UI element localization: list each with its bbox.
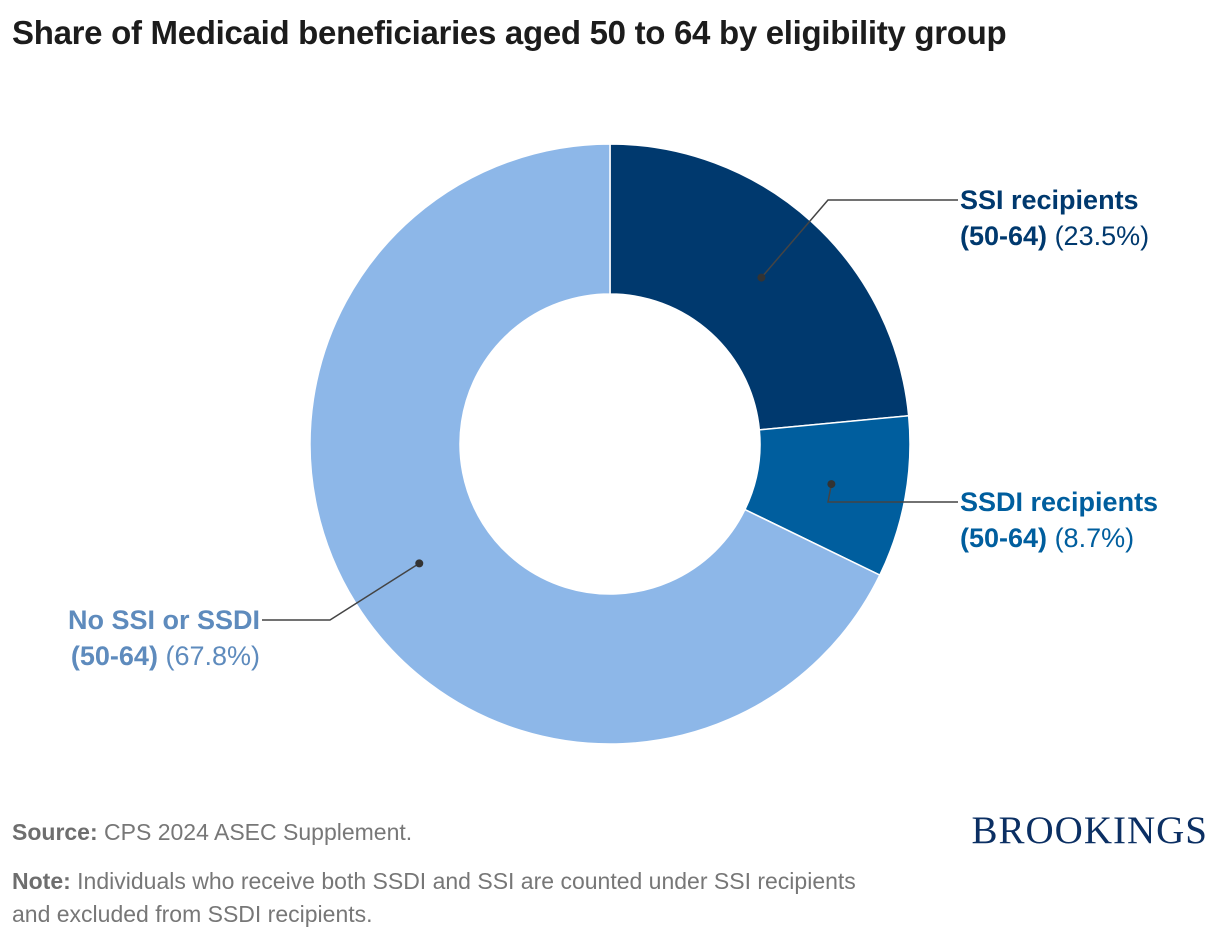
slice-label-none: No SSI or SSDI (50-64) (67.8%) [68,602,260,674]
chart-title: Share of Medicaid beneficiaries aged 50 … [12,14,1007,51]
source-label: Source: [12,819,98,845]
note-label: Note: [12,868,71,894]
slice-ssi-leader [760,199,958,279]
footnote: Note: Individuals who receive both SSDI … [12,865,892,931]
slice-label-ssdi-age: (50-64) [960,523,1048,553]
slice-label-none-age: (50-64) [70,641,158,671]
slice-ssdi-leader-dot [827,480,836,489]
slice-ssi-leader-dot [757,273,766,282]
brookings-logo: BROOKINGS [971,809,1208,852]
slice-label-ssdi-name: SSDI recipients [960,487,1159,517]
note-text: Individuals who receive both SSDI and SS… [12,868,856,927]
slice-label-ssi-value: (23.5%) [1054,221,1150,251]
source-note: Source: CPS 2024 ASEC Supplement. [12,816,412,849]
slice-none-leader-dot [415,559,424,568]
slice-label-ssi-age: (50-64) [960,221,1048,251]
slice-label-ssdi-value: (8.7%) [1054,523,1135,553]
slice-ssi [609,143,910,431]
slice-label-ssdi: SSDI recipients (50-64) (8.7%) [960,484,1158,556]
slice-label-none-name: No SSI or SSDI [67,605,260,635]
slice-none-leader [262,562,420,621]
slice-ssdi-leader [827,483,958,503]
slice-label-ssi: SSI recipients (50-64) (23.5%) [960,182,1149,254]
source-text: CPS 2024 ASEC Supplement. [104,819,413,845]
slice-label-none-value: (67.8%) [165,641,260,671]
leader-lines [262,199,958,621]
slice-none [309,143,881,745]
slice-label-ssi-name: SSI recipients [960,185,1139,215]
